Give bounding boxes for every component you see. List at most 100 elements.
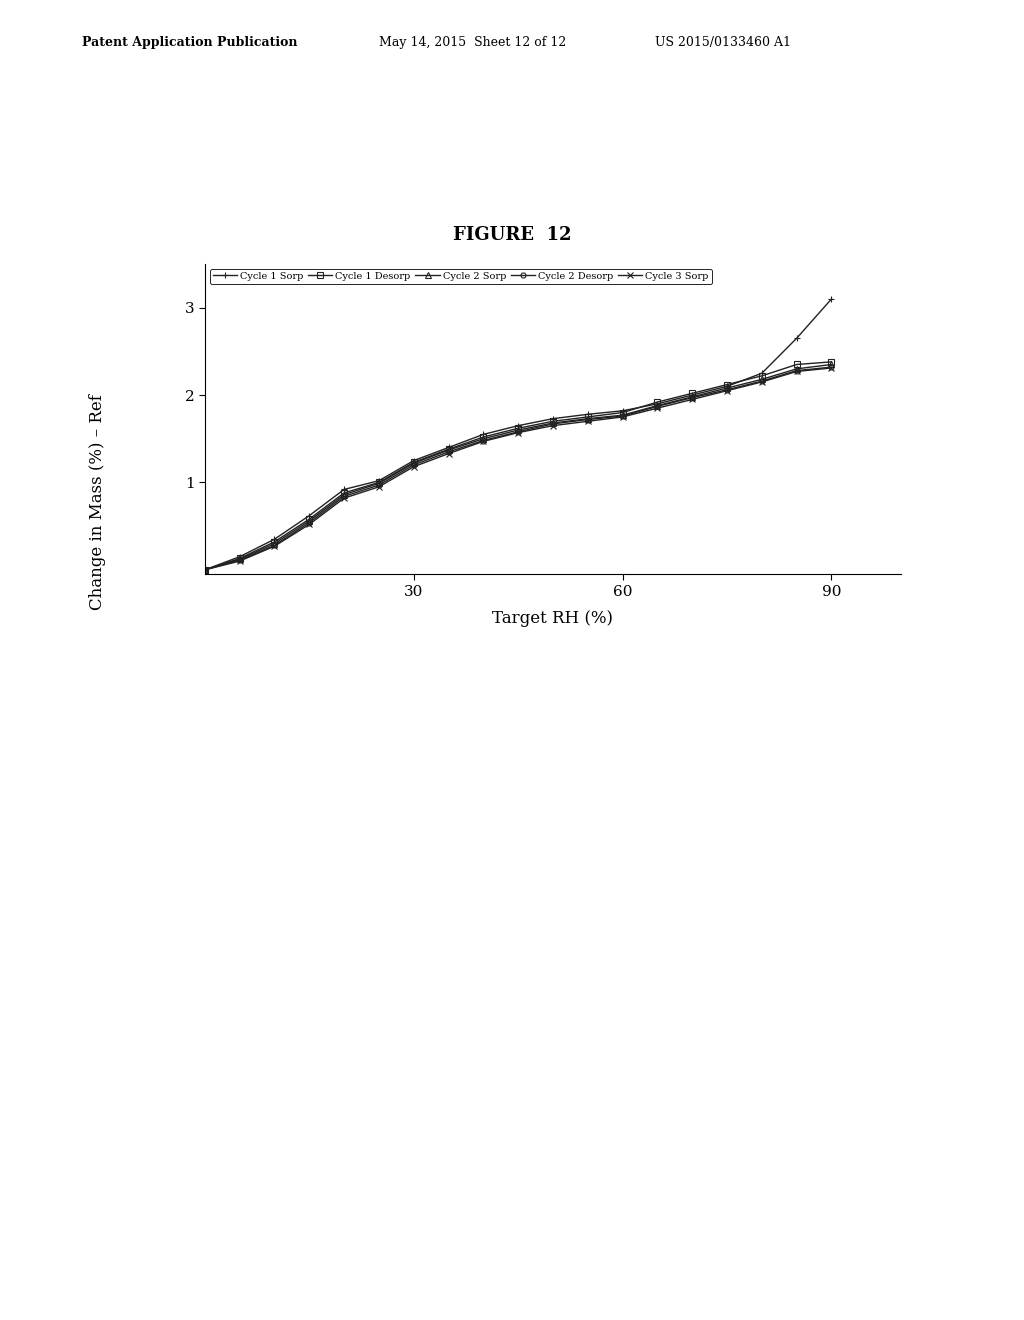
Cycle 3 Sorp [408, 459, 420, 475]
Cycle 2 Sorp [825, 356, 838, 372]
Cycle 2 Sorp [268, 536, 281, 552]
Cycle 2 Sorp [373, 475, 385, 491]
Text: US 2015/0133460 A1: US 2015/0133460 A1 [655, 36, 792, 49]
Cycle 2 Sorp [651, 397, 664, 413]
Cycle 1 Desorp [373, 474, 385, 490]
Cycle 1 Sorp [303, 508, 315, 524]
Cycle 1 Sorp [408, 453, 420, 469]
Cycle 1 Desorp [477, 429, 489, 445]
Cycle 3 Sorp [373, 479, 385, 495]
Cycle 2 Desorp [791, 363, 803, 379]
Cycle 3 Sorp [686, 392, 698, 408]
Cycle 1 Desorp [442, 441, 455, 457]
Cycle 1 Sorp [199, 562, 211, 578]
Cycle 2 Desorp [268, 537, 281, 553]
Cycle 3 Sorp [442, 446, 455, 462]
Cycle 1 Desorp [616, 405, 629, 421]
Cycle 2 Sorp [547, 414, 559, 430]
Cycle 1 Desorp [756, 368, 768, 384]
Cycle 1 Desorp [233, 550, 246, 566]
Cycle 2 Sorp [756, 371, 768, 387]
Cycle 1 Desorp [338, 484, 350, 500]
Text: Patent Application Publication: Patent Application Publication [82, 36, 297, 49]
Cycle 2 Desorp [686, 389, 698, 405]
Cycle 3 Sorp [616, 409, 629, 425]
Cycle 3 Sorp [268, 539, 281, 554]
Cycle 1 Desorp [686, 385, 698, 401]
Cycle 2 Desorp [547, 416, 559, 432]
Cycle 2 Desorp [825, 359, 838, 375]
Cycle 2 Desorp [303, 515, 315, 531]
Line: Cycle 2 Desorp: Cycle 2 Desorp [202, 364, 835, 573]
Cycle 3 Sorp [825, 360, 838, 376]
Cycle 3 Sorp [199, 562, 211, 578]
Cycle 2 Sorp [721, 380, 733, 396]
Cycle 1 Desorp [825, 354, 838, 370]
Cycle 3 Sorp [547, 417, 559, 433]
Cycle 3 Sorp [233, 553, 246, 569]
Cycle 2 Desorp [756, 374, 768, 389]
Cycle 2 Sorp [408, 455, 420, 471]
Cycle 2 Sorp [338, 487, 350, 503]
Cycle 2 Sorp [686, 389, 698, 405]
Cycle 2 Desorp [408, 457, 420, 473]
Line: Cycle 1 Sorp: Cycle 1 Sorp [202, 296, 835, 573]
Cycle 3 Sorp [721, 383, 733, 399]
Cycle 1 Desorp [547, 413, 559, 429]
Line: Cycle 1 Desorp: Cycle 1 Desorp [202, 359, 835, 573]
Cycle 3 Sorp [477, 433, 489, 449]
Cycle 1 Desorp [199, 562, 211, 578]
Cycle 1 Desorp [268, 535, 281, 550]
Cycle 3 Sorp [512, 425, 524, 441]
Cycle 3 Sorp [791, 363, 803, 379]
Cycle 1 Sorp [721, 379, 733, 395]
Cycle 2 Desorp [233, 552, 246, 568]
Cycle 2 Sorp [477, 430, 489, 446]
Cycle 2 Desorp [721, 381, 733, 397]
Cycle 3 Sorp [338, 490, 350, 506]
Cycle 1 Sorp [616, 403, 629, 418]
Cycle 1 Sorp [233, 549, 246, 565]
Cycle 1 Sorp [791, 330, 803, 346]
Cycle 2 Sorp [616, 408, 629, 424]
Cycle 1 Sorp [582, 407, 594, 422]
Cycle 1 Sorp [268, 532, 281, 548]
Line: Cycle 2 Sorp: Cycle 2 Sorp [202, 362, 835, 573]
Cycle 2 Sorp [791, 360, 803, 376]
Cycle 2 Desorp [512, 424, 524, 440]
Cycle 3 Sorp [582, 413, 594, 429]
Cycle 1 Sorp [547, 411, 559, 426]
Cycle 1 Sorp [686, 387, 698, 403]
Cycle 3 Sorp [651, 400, 664, 416]
Cycle 2 Sorp [303, 513, 315, 529]
Cycle 2 Desorp [616, 408, 629, 424]
Cycle 2 Desorp [338, 488, 350, 504]
Cycle 2 Desorp [442, 444, 455, 459]
Cycle 1 Sorp [825, 290, 838, 306]
Cycle 1 Sorp [338, 482, 350, 498]
Cycle 1 Desorp [651, 395, 664, 411]
X-axis label: Target RH (%): Target RH (%) [493, 610, 613, 627]
Cycle 1 Desorp [582, 409, 594, 425]
Cycle 2 Sorp [582, 411, 594, 426]
Cycle 1 Sorp [756, 366, 768, 381]
Cycle 1 Sorp [373, 473, 385, 488]
Cycle 2 Sorp [512, 422, 524, 438]
Cycle 1 Desorp [303, 511, 315, 527]
Cycle 1 Desorp [721, 376, 733, 392]
Cycle 2 Desorp [582, 412, 594, 428]
Line: Cycle 3 Sorp: Cycle 3 Sorp [202, 366, 835, 573]
Cycle 1 Desorp [408, 454, 420, 470]
Cycle 2 Sorp [442, 442, 455, 458]
Cycle 2 Desorp [651, 399, 664, 414]
Cycle 3 Sorp [303, 516, 315, 532]
Cycle 1 Desorp [791, 356, 803, 372]
Cycle 1 Desorp [512, 420, 524, 436]
Cycle 2 Desorp [477, 433, 489, 449]
Cycle 2 Sorp [199, 562, 211, 578]
Cycle 2 Desorp [199, 562, 211, 578]
Legend: Cycle 1 Sorp, Cycle 1 Desorp, Cycle 2 Sorp, Cycle 2 Desorp, Cycle 3 Sorp: Cycle 1 Sorp, Cycle 1 Desorp, Cycle 2 So… [210, 269, 712, 284]
Cycle 1 Sorp [651, 396, 664, 412]
Cycle 1 Sorp [512, 417, 524, 433]
Text: May 14, 2015  Sheet 12 of 12: May 14, 2015 Sheet 12 of 12 [379, 36, 566, 49]
